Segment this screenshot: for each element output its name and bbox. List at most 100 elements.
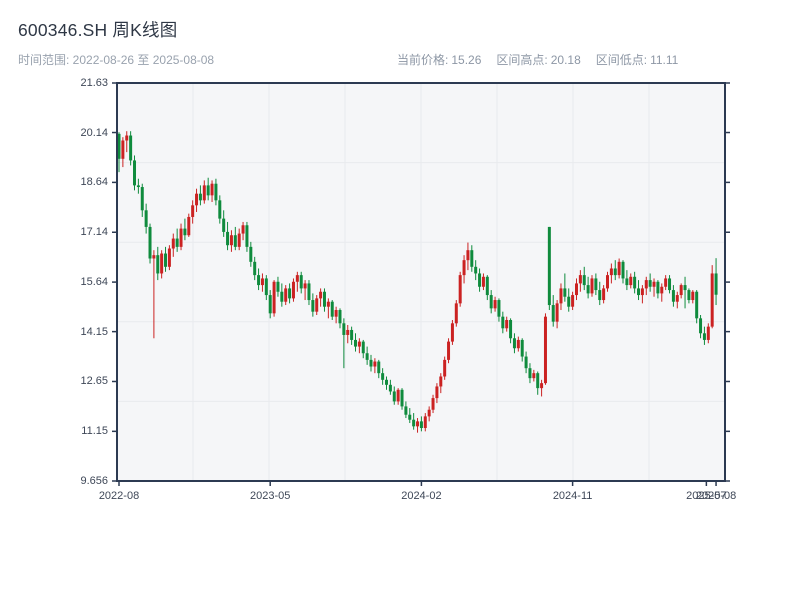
candle-body — [404, 406, 408, 415]
candle-body — [171, 238, 175, 249]
candle-body — [582, 275, 586, 286]
candle-body — [574, 283, 578, 296]
candle-body — [117, 133, 121, 159]
candle-body — [509, 319, 513, 339]
candle-body — [253, 261, 257, 276]
candle-body — [683, 285, 687, 291]
candle-body — [668, 278, 672, 291]
candle-body — [187, 216, 191, 236]
candle-body — [303, 283, 307, 289]
period-high-value: 20.18 — [550, 53, 581, 67]
candle-body — [458, 275, 462, 304]
candle-body — [435, 386, 439, 399]
candle-body — [563, 288, 567, 297]
candle-body — [629, 276, 633, 286]
candle-body — [695, 291, 699, 319]
current-price-value: 15.26 — [451, 53, 482, 67]
candle-body — [307, 283, 311, 301]
candle-body — [567, 296, 571, 307]
current-price: 当前价格: 15.26 — [397, 51, 481, 68]
y-tick-label: 11.15 — [81, 425, 108, 438]
candle-body — [218, 200, 222, 219]
candle-body — [505, 319, 509, 329]
x-tick-label: 2024-02 — [401, 490, 442, 502]
y-tick-label: 15.64 — [80, 276, 108, 289]
candle-body — [536, 373, 540, 389]
candle-body — [133, 160, 137, 186]
candle-body — [350, 329, 354, 340]
candle-body — [338, 310, 342, 324]
candle-body — [691, 291, 695, 301]
page-title: 600346.SH 周K线图 — [18, 20, 178, 40]
candle-body — [660, 286, 664, 294]
candle-body — [644, 280, 648, 289]
candle-body — [272, 281, 276, 314]
candle-body — [353, 339, 357, 347]
candle-body — [606, 275, 610, 289]
candle-body — [540, 383, 544, 389]
candle-body — [396, 389, 400, 402]
candle-body — [136, 185, 140, 188]
candle-body — [365, 353, 369, 360]
candle-body — [408, 414, 412, 420]
candle-body — [369, 359, 373, 367]
candle-body — [346, 329, 350, 335]
candle-body — [594, 278, 598, 291]
candle-body — [334, 310, 338, 317]
x-tick-label: 2025-08 — [695, 490, 737, 502]
candle-body — [656, 281, 660, 294]
period-low-label: 区间低点: — [595, 53, 648, 67]
candle-body — [388, 384, 392, 392]
candle-body — [385, 379, 389, 385]
candle-body — [687, 290, 691, 301]
candle-body — [559, 288, 563, 304]
candle-body — [613, 268, 617, 276]
candle-body — [609, 268, 613, 276]
candle-body — [710, 273, 714, 327]
candle-body — [373, 361, 377, 367]
candle-body — [392, 391, 396, 402]
candle-body — [191, 205, 195, 217]
stats-row: 当前价格: 15.26 区间高点: 20.18 区间低点: 11.11 — [397, 51, 678, 68]
candle-body — [276, 281, 280, 292]
candle-body — [179, 228, 183, 247]
candle-body — [342, 323, 346, 335]
candle-body — [501, 316, 505, 329]
candle-body — [497, 300, 501, 317]
candle-body — [280, 291, 284, 302]
candle-body — [652, 281, 656, 287]
candle-body — [291, 281, 295, 299]
candle-body — [288, 288, 292, 299]
candle-body — [637, 288, 641, 296]
candle-body — [520, 339, 524, 357]
candle-body — [427, 409, 431, 417]
candle-body — [621, 261, 625, 279]
candle-body — [195, 193, 199, 206]
candle-body — [319, 291, 323, 299]
candle-body — [400, 389, 404, 407]
candle-body — [454, 303, 458, 324]
candle-body — [489, 295, 493, 309]
candle-body — [640, 288, 644, 296]
period-high: 区间高点: 20.18 — [496, 51, 580, 68]
candle-body — [578, 275, 582, 284]
period-high-label: 区间高点: — [496, 53, 548, 67]
period-low-value: 11.11 — [650, 53, 679, 67]
candle-body — [315, 298, 319, 312]
x-tick-label: 2025-07 — [686, 490, 727, 502]
candle-body — [148, 226, 152, 259]
candle-body — [140, 187, 144, 211]
candle-body — [237, 233, 241, 247]
y-tick-label: 18.64 — [80, 176, 108, 189]
candle-body — [164, 253, 168, 267]
candle-body — [555, 303, 559, 322]
candle-body — [129, 135, 133, 161]
x-tick-label: 2024-11 — [552, 490, 593, 502]
candle-body — [206, 185, 210, 196]
candle-body — [586, 285, 590, 294]
candle-body — [357, 341, 361, 347]
candle-body — [702, 333, 706, 340]
candle-body — [598, 290, 602, 301]
x-tick-label: 2022-08 — [98, 490, 140, 502]
